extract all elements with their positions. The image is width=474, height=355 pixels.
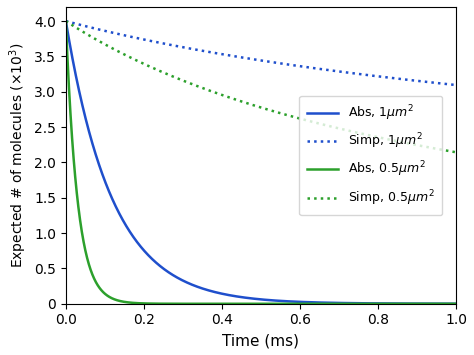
Abs, 0.5$\mu m^2$: [370, 302, 376, 306]
Abs, 1$\mu m^2$: [253, 297, 258, 301]
Simp, 0.5$\mu m^2$: [63, 19, 69, 23]
Abs, 1$\mu m^2$: [63, 19, 69, 23]
Y-axis label: Expected # of molecules ($\times$10$^3$): Expected # of molecules ($\times$10$^3$): [7, 43, 28, 268]
Simp, 0.5$\mu m^2$: [83, 31, 89, 36]
Simp, 1$\mu m^2$: [63, 19, 69, 23]
Simp, 1$\mu m^2$: [242, 56, 248, 60]
Line: Abs, 1$\mu m^2$: Abs, 1$\mu m^2$: [66, 21, 456, 304]
Abs, 1$\mu m^2$: [442, 301, 447, 306]
Abs, 0.5$\mu m^2$: [242, 302, 248, 306]
Simp, 0.5$\mu m^2$: [442, 148, 447, 152]
Line: Simp, 0.5$\mu m^2$: Simp, 0.5$\mu m^2$: [66, 21, 456, 152]
Abs, 0.5$\mu m^2$: [83, 250, 89, 254]
Simp, 1$\mu m^2$: [442, 82, 447, 86]
Abs, 0.5$\mu m^2$: [453, 302, 459, 306]
Simp, 1$\mu m^2$: [253, 58, 258, 62]
Simp, 1$\mu m^2$: [442, 82, 447, 86]
Simp, 1$\mu m^2$: [370, 73, 376, 78]
Simp, 1$\mu m^2$: [83, 24, 89, 28]
Abs, 1$\mu m^2$: [370, 301, 376, 306]
X-axis label: Time (ms): Time (ms): [222, 333, 300, 348]
Simp, 0.5$\mu m^2$: [370, 134, 376, 138]
Abs, 1$\mu m^2$: [442, 301, 447, 306]
Abs, 0.5$\mu m^2$: [442, 302, 447, 306]
Simp, 0.5$\mu m^2$: [453, 150, 459, 154]
Abs, 1$\mu m^2$: [242, 295, 248, 300]
Abs, 0.5$\mu m^2$: [253, 302, 258, 306]
Simp, 0.5$\mu m^2$: [442, 148, 447, 152]
Abs, 0.5$\mu m^2$: [442, 302, 447, 306]
Simp, 1$\mu m^2$: [453, 83, 459, 87]
Line: Abs, 0.5$\mu m^2$: Abs, 0.5$\mu m^2$: [66, 21, 456, 304]
Abs, 1$\mu m^2$: [83, 117, 89, 121]
Simp, 0.5$\mu m^2$: [242, 100, 248, 105]
Abs, 1$\mu m^2$: [453, 302, 459, 306]
Abs, 0.5$\mu m^2$: [63, 19, 69, 23]
Simp, 0.5$\mu m^2$: [253, 104, 258, 108]
Line: Simp, 1$\mu m^2$: Simp, 1$\mu m^2$: [66, 21, 456, 85]
Legend: Abs, 1$\mu m^2$, Simp, 1$\mu m^2$, Abs, 0.5$\mu m^2$, Simp, 0.5$\mu m^2$: Abs, 1$\mu m^2$, Simp, 1$\mu m^2$, Abs, …: [299, 95, 442, 215]
